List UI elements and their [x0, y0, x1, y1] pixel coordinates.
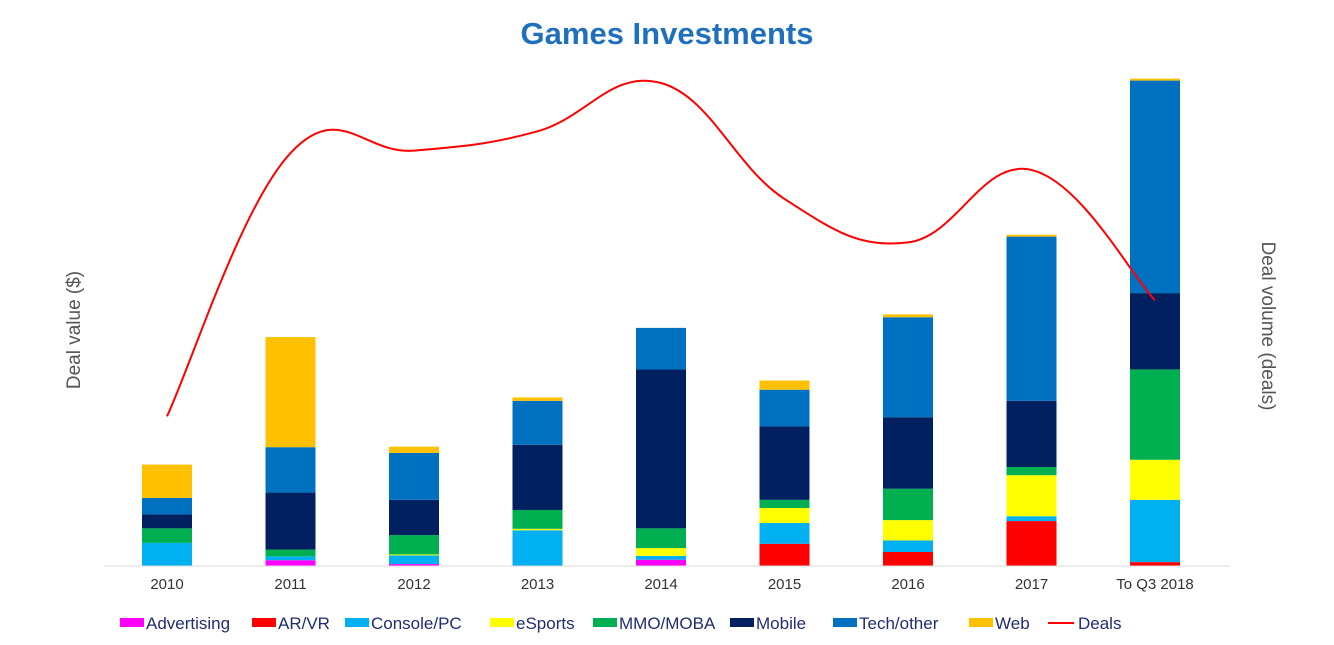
bar-advertising-2011 [265, 560, 316, 566]
x-tick-labels: 2010 2011 2012 2013 2014 2015 2016 2017 To Q3 20… [150, 576, 1193, 593]
bar-mmo-moba-2012 [389, 535, 439, 555]
legend-label-web: Web [995, 614, 1030, 633]
bar-web-2016 [883, 314, 933, 318]
bar-mmo-moba-2017 [1006, 466, 1057, 476]
bar-tech-other-2015 [759, 389, 810, 427]
legend-swatch-ar-vr [252, 618, 276, 627]
legend-label-deals: Deals [1078, 614, 1121, 633]
x-tick-2014: 2014 [644, 576, 677, 593]
bar-mobile-2010 [142, 514, 192, 529]
bar-esports-2013 [512, 528, 563, 531]
bar-mmo-moba-2016 [883, 488, 933, 521]
x-tick-2010: 2010 [150, 576, 183, 593]
legend-label-mobile: Mobile [756, 614, 806, 633]
bar-tech-other-2012 [389, 452, 439, 500]
bar-mmo-moba-2015 [759, 499, 810, 509]
bar-tech-other-2016 [883, 317, 933, 418]
legend-swatch-console-pc [345, 618, 369, 627]
bar-console-pc-2016 [883, 540, 933, 552]
bar-mmo-moba-2010 [142, 528, 192, 543]
bar-advertising-2012 [389, 564, 439, 566]
bar-mobile-2011 [265, 492, 316, 550]
deals-line [166, 79, 1156, 417]
bar-advertising-2014 [636, 559, 686, 566]
bar-console-pc-to-q3-2018 [1130, 499, 1180, 563]
bar-web-2011 [265, 337, 316, 448]
bar-mmo-moba-2013 [512, 509, 563, 529]
bar-tech-other-2017 [1006, 236, 1057, 401]
legend-swatch-mobile [730, 618, 754, 627]
bar-esports-2012 [389, 554, 439, 556]
bar-web-2010 [142, 464, 192, 498]
bar-esports-2014 [636, 548, 686, 556]
y2-axis-label: Deal volume (deals) [1257, 242, 1278, 411]
bars-group [142, 78, 1180, 566]
x-tick-2016: 2016 [891, 576, 924, 593]
bar-mobile-2015 [759, 426, 810, 500]
legend-label-tech-other: Tech/other [859, 614, 939, 633]
legend-label-esports: eSports [516, 614, 575, 633]
x-tick-2015: 2015 [768, 576, 801, 593]
bar-console-pc-2014 [636, 555, 686, 560]
bar-ar-vr-to-q3-2018 [1130, 562, 1180, 566]
bar-console-pc-2012 [389, 555, 439, 565]
bar-mobile-2013 [512, 444, 563, 510]
bar-mmo-moba-2014 [636, 528, 686, 549]
legend-swatch-tech-other [833, 618, 857, 627]
chart-title: Games Investments [521, 16, 814, 51]
bar-console-pc-2015 [759, 523, 810, 544]
bar-ar-vr-2016 [883, 551, 933, 566]
x-tick-to-q3-2018: To Q3 2018 [1116, 576, 1194, 593]
bar-tech-other-2013 [512, 400, 563, 445]
bar-mmo-moba-to-q3-2018 [1130, 369, 1180, 460]
bar-console-pc-2017 [1006, 516, 1057, 522]
bar-ar-vr-2017 [1006, 521, 1057, 566]
bar-ar-vr-2015 [759, 543, 810, 566]
bar-tech-other-to-q3-2018 [1130, 80, 1180, 294]
bar-web-2012 [389, 446, 439, 453]
bar-mobile-to-q3-2018 [1130, 293, 1180, 370]
bar-tech-other-2011 [265, 447, 316, 493]
x-tick-2012: 2012 [397, 576, 430, 593]
x-tick-2011: 2011 [274, 576, 306, 593]
legend-label-ar-vr: AR/VR [278, 614, 330, 633]
bar-console-pc-2010 [142, 542, 192, 566]
bar-esports-2015 [759, 508, 810, 524]
bar-console-pc-2011 [265, 556, 316, 561]
bar-mobile-2014 [636, 369, 686, 529]
bar-mobile-2012 [389, 499, 439, 536]
x-tick-2017: 2017 [1015, 576, 1048, 593]
bar-mobile-2016 [883, 417, 933, 489]
legend-swatch-web [969, 618, 993, 627]
bar-web-2015 [759, 380, 810, 390]
bar-console-pc-2013 [512, 530, 563, 566]
legend-swatch-mmo-moba [593, 618, 617, 627]
bar-mmo-moba-2011 [265, 549, 316, 557]
x-tick-2013: 2013 [521, 576, 554, 593]
bar-esports-2017 [1006, 475, 1057, 517]
bar-esports-to-q3-2018 [1130, 459, 1180, 500]
legend-label-advertising: Advertising [146, 614, 230, 633]
bar-mobile-2017 [1006, 400, 1057, 467]
y-axis-label: Deal value ($) [64, 271, 85, 389]
legend-swatch-advertising [120, 618, 144, 627]
bar-web-2013 [512, 397, 563, 401]
legend-label-mmo-moba: MMO/MOBA [619, 614, 716, 633]
bar-esports-2016 [883, 520, 933, 541]
legend-label-console-pc: Console/PC [371, 614, 462, 633]
legend-swatch-esports [490, 618, 514, 627]
bar-web-to-q3-2018 [1130, 78, 1180, 81]
bar-tech-other-2014 [636, 327, 686, 370]
legend: Advertising AR/VR Console/PC eSports MMO/MOB… [120, 614, 1121, 633]
bar-tech-other-2010 [142, 497, 192, 515]
bar-web-2017 [1006, 234, 1057, 237]
